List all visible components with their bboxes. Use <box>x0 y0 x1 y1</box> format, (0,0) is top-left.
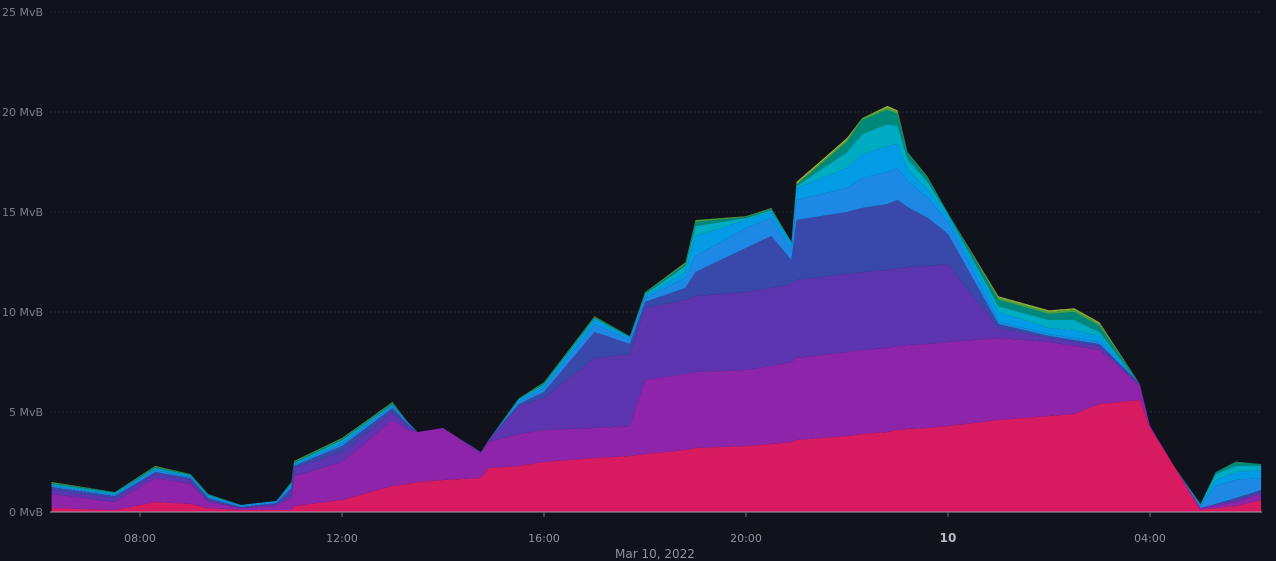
series-area-6 <box>51 144 1262 506</box>
series-area-3 <box>51 264 1262 508</box>
x-axis-date-label: Mar 10, 2022 <box>615 547 695 561</box>
x-tick-label: 04:00 <box>1134 532 1166 545</box>
series-area-7 <box>51 124 1262 505</box>
x-tick-label: 12:00 <box>326 532 358 545</box>
x-tick-label: 16:00 <box>528 532 560 545</box>
x-tick-label: 10 <box>940 531 957 545</box>
stacked-areas <box>51 106 1262 512</box>
y-tick-label: 0 MvB <box>9 506 43 519</box>
x-tick-label: 08:00 <box>124 532 156 545</box>
y-tick-label: 20 MvB <box>2 106 43 119</box>
y-tick-label: 5 MvB <box>9 406 43 419</box>
series-area-8 <box>51 110 1262 505</box>
series-area-1 <box>51 400 1262 512</box>
series-area-5 <box>51 168 1262 508</box>
x-axis-ticks: 08:00 12:00 16:00 20:00 10 04:00 <box>124 512 1166 545</box>
series-area-4 <box>51 200 1262 508</box>
y-tick-label: 15 MvB <box>2 206 43 219</box>
y-tick-label: 25 MvB <box>2 6 43 19</box>
series-area-2 <box>51 338 1262 510</box>
y-axis-ticks: 0 MvB 5 MvB 10 MvB 15 MvB 20 MvB 25 MvB <box>2 6 43 519</box>
x-tick-label: 20:00 <box>730 532 762 545</box>
y-tick-label: 10 MvB <box>2 306 43 319</box>
